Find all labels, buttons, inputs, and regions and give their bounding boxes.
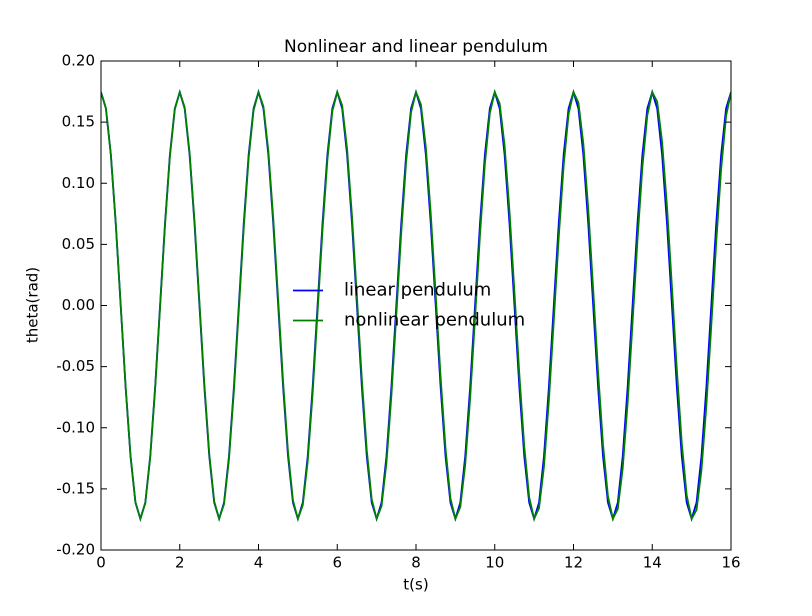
x-axis-label: t(s) bbox=[403, 576, 428, 594]
x-tick-label: 16 bbox=[721, 554, 740, 572]
x-tick-label: 10 bbox=[485, 554, 504, 572]
y-tick-label: -0.05 bbox=[56, 357, 95, 375]
y-tick-label: 0.00 bbox=[62, 296, 95, 314]
y-tick-label: 0.10 bbox=[62, 174, 95, 192]
legend-label: nonlinear pendulum bbox=[344, 310, 525, 331]
y-tick-label: 0.15 bbox=[62, 113, 95, 131]
x-tick-label: 2 bbox=[175, 554, 185, 572]
y-tick-label: 0.20 bbox=[62, 52, 95, 70]
y-tick-label: 0.05 bbox=[62, 235, 95, 253]
x-tick-label: 4 bbox=[254, 554, 264, 572]
x-tick-label: 14 bbox=[643, 554, 662, 572]
y-axis-label: theta(rad) bbox=[24, 267, 42, 343]
legend-label: linear pendulum bbox=[344, 280, 491, 301]
x-tick-label: 0 bbox=[96, 554, 106, 572]
x-tick-label: 8 bbox=[411, 554, 421, 572]
y-tick-label: -0.20 bbox=[56, 541, 95, 559]
chart-title: Nonlinear and linear pendulum bbox=[284, 37, 548, 57]
x-tick-label: 6 bbox=[332, 554, 342, 572]
y-tick-label: -0.15 bbox=[56, 479, 95, 497]
data-line bbox=[101, 89, 731, 522]
y-tick-label: -0.10 bbox=[56, 418, 95, 436]
x-tick-label: 12 bbox=[564, 554, 583, 572]
